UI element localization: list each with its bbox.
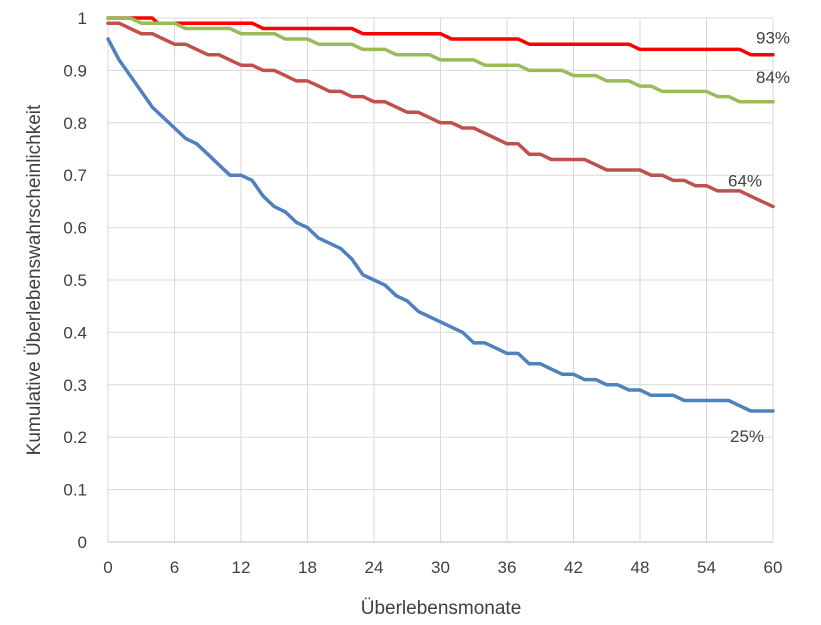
x-tick-label: 6 [170, 558, 179, 577]
y-tick-label: 0.1 [63, 481, 87, 500]
x-axis-title: Überlebensmonate [361, 598, 522, 619]
series-end-label-2: 84% [756, 68, 790, 87]
series-end-label-1: 93% [756, 29, 790, 48]
x-tick-label: 30 [431, 558, 450, 577]
end-labels: 93% 84% 64% 25% [728, 29, 790, 446]
x-tick-label: 54 [697, 558, 716, 577]
y-tick-label: 1 [78, 9, 87, 28]
x-tick-label: 60 [764, 558, 783, 577]
series-line-2 [106, 16, 775, 104]
series-line-1 [106, 16, 775, 57]
grid-lines [107, 17, 774, 543]
series-line-4 [106, 37, 775, 413]
series-lines [106, 16, 775, 413]
x-tick-label: 48 [631, 558, 650, 577]
y-tick-label: 0.6 [63, 219, 87, 238]
y-tick-label: 0.7 [63, 166, 87, 185]
y-tick-label: 0.8 [63, 114, 87, 133]
x-tick-label: 42 [564, 558, 583, 577]
y-tick-label: 0.3 [63, 376, 87, 395]
y-tick-label: 0 [78, 533, 87, 552]
y-tick-label: 0.2 [63, 428, 87, 447]
x-tick-label: 36 [498, 558, 517, 577]
x-tick-label: 24 [365, 558, 384, 577]
x-tick-label: 0 [103, 558, 112, 577]
series-end-label-4: 25% [730, 427, 764, 446]
tick-labels: 0 6 12 18 24 30 36 42 48 54 60 0 0.1 0.2 0.3 0.4 0.5 0.6 0… [63, 9, 782, 577]
series-end-label-3: 64% [728, 172, 762, 191]
x-tick-label: 12 [232, 558, 251, 577]
y-axis-title: Kumulative Überlebenswahrscheinlichkeit [24, 104, 45, 455]
y-tick-label: 0.4 [63, 323, 87, 342]
y-tick-label: 0.9 [63, 61, 87, 80]
y-tick-label: 0.5 [63, 271, 87, 290]
x-tick-label: 18 [298, 558, 317, 577]
series-line-3 [106, 21, 775, 209]
